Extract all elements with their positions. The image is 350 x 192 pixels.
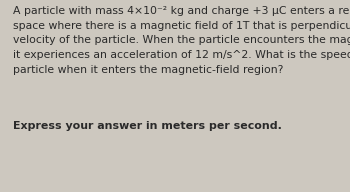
Text: A particle with mass 4×10⁻² kg and charge +3 μC enters a region of
space where t: A particle with mass 4×10⁻² kg and charg… — [13, 6, 350, 75]
Text: Express your answer in meters per second.: Express your answer in meters per second… — [13, 121, 282, 131]
